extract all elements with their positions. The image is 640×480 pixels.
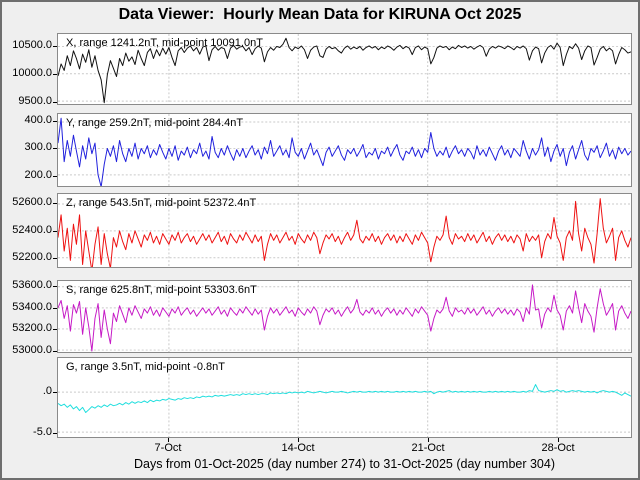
y-tick-mark (53, 433, 57, 434)
z-component-plot (58, 194, 631, 267)
y-tick-label: 10500.0 (12, 39, 52, 51)
panel-y: Y, range 259.2nT, mid-point 284.4nT (57, 113, 632, 187)
y-tick-mark (53, 203, 57, 204)
y-tick-label: 52600.0 (12, 196, 52, 208)
y-tick-mark (53, 231, 57, 232)
y-tick-label: .0 (42, 385, 52, 397)
y-tick-label: 10000.0 (12, 67, 52, 79)
z-trace (58, 198, 631, 267)
x-component-plot (58, 34, 631, 104)
page-title: Data Viewer: Hourly Mean Data for KIRUNA… (118, 6, 522, 23)
panel-s: S, range 625.8nT, mid-point 53303.6nT (57, 280, 632, 353)
y-tick-mark (53, 329, 57, 330)
y-tick-label: 400.0 (24, 114, 52, 126)
panel-z: Z, range 543.5nT, mid-point 52372.4nT (57, 193, 632, 268)
y-tick-label: 53400.0 (12, 301, 52, 313)
y-tick-mark (53, 148, 57, 149)
s-trace (58, 284, 631, 352)
panel-g-label: G, range 3.5nT, mid-point -0.8nT (66, 361, 225, 373)
x-tick-label: 7-Oct (154, 442, 182, 454)
x-tick-mark (168, 438, 169, 442)
s-component-plot (58, 281, 631, 352)
y-tick-mark (53, 102, 57, 103)
x-trace (58, 37, 631, 104)
x-axis-title: Days from 01-Oct-2025 (day number 274) t… (133, 457, 556, 471)
y-tick-label: 53600.0 (12, 279, 52, 291)
g-component-plot (58, 358, 631, 437)
y-tick-mark (53, 286, 57, 287)
y-tick-mark (53, 351, 57, 352)
panel-y-label: Y, range 259.2nT, mid-point 284.4nT (66, 117, 244, 129)
g-trace (58, 384, 631, 414)
panel-s-label: S, range 625.8nT, mid-point 53303.6nT (66, 284, 257, 296)
y-tick-mark (53, 308, 57, 309)
panel-g: G, range 3.5nT, mid-point -0.8nT (57, 357, 632, 438)
panel-z-label: Z, range 543.5nT, mid-point 52372.4nT (66, 197, 257, 209)
y-trace (58, 117, 631, 186)
x-tick-mark (298, 438, 299, 442)
y-tick-mark (53, 258, 57, 259)
y-tick-label: 200.0 (24, 169, 52, 181)
y-tick-mark (53, 176, 57, 177)
panel-x-label: X, range 1241.2nT, mid-point 10091.0nT (66, 37, 263, 49)
y-tick-label: 300.0 (24, 141, 52, 153)
x-tick-mark (558, 438, 559, 442)
y-tick-label: 53200.0 (12, 322, 52, 334)
y-tick-mark (53, 392, 57, 393)
y-tick-mark (53, 46, 57, 47)
y-tick-label: 53000.0 (12, 344, 52, 356)
y-component-plot (58, 114, 631, 186)
x-tick-mark (428, 438, 429, 442)
y-tick-label: 52400.0 (12, 224, 52, 236)
y-tick-mark (53, 74, 57, 75)
y-tick-label: 52200.0 (12, 251, 52, 263)
y-tick-mark (53, 121, 57, 122)
x-tick-label: 14-Oct (281, 442, 315, 454)
y-tick-label: 9500.0 (18, 95, 52, 107)
x-tick-label: 28-Oct (541, 442, 575, 454)
x-tick-label: 21-Oct (411, 442, 445, 454)
panel-x: X, range 1241.2nT, mid-point 10091.0nT (57, 33, 632, 105)
y-tick-label: -5.0 (33, 426, 52, 438)
